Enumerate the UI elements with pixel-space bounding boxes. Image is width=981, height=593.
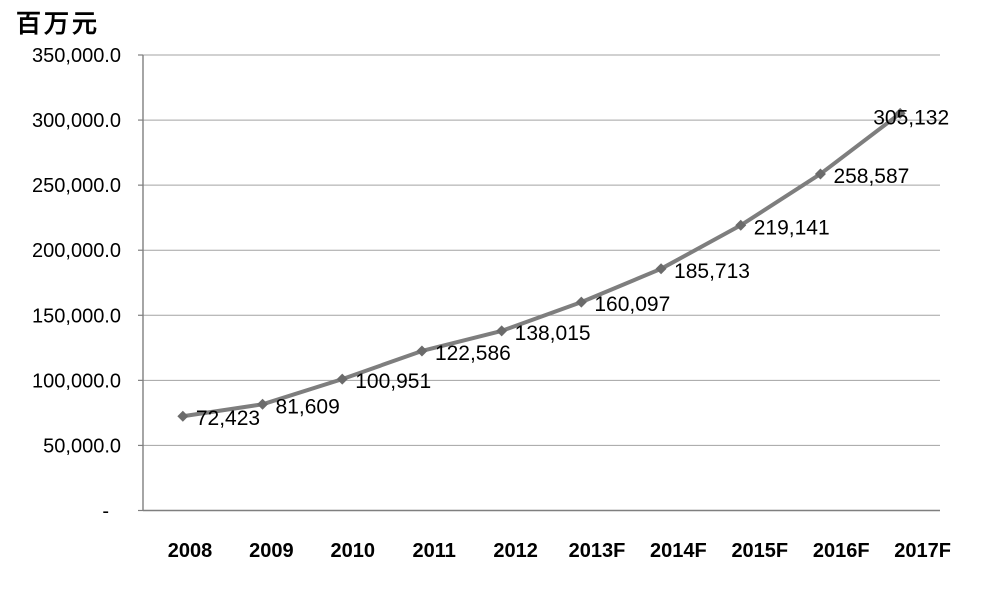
data-point-marker	[575, 296, 587, 308]
x-axis-tick-label: 2010	[331, 540, 376, 562]
series-line	[180, 111, 903, 419]
data-label: 305,132	[873, 106, 949, 129]
y-axis-tick-label: 150,000.0	[32, 305, 121, 327]
data-point-marker	[655, 263, 667, 275]
data-point-marker	[416, 345, 428, 357]
x-axis-tick-label: 2015F	[731, 540, 788, 562]
data-label: 122,586	[435, 342, 511, 365]
data-label: 160,097	[594, 293, 670, 316]
data-label: 258,587	[833, 165, 909, 188]
data-label: 81,609	[276, 395, 340, 418]
data-point-marker	[496, 325, 508, 337]
data-label: 72,423	[196, 407, 260, 430]
y-axis-tick-label: -	[102, 501, 109, 523]
y-axis-tick-label: 350,000.0	[32, 45, 121, 67]
y-axis-tick-label: 250,000.0	[32, 175, 121, 197]
y-axis-unit-label: 百万元	[16, 11, 101, 38]
x-axis-tick-label: 2016F	[813, 540, 870, 562]
data-label: 219,141	[754, 216, 830, 239]
x-axis-tick-label: 2008	[168, 540, 213, 562]
y-axis-tick-label: 100,000.0	[32, 370, 121, 392]
y-axis-tick-label: 50,000.0	[43, 435, 121, 457]
x-axis-tick-label: 2009	[249, 540, 294, 562]
x-axis-tick-label: 2011	[413, 540, 456, 562]
y-axis-tick-label: 200,000.0	[32, 240, 121, 262]
x-axis-tick-label: 2012	[493, 540, 538, 562]
data-point-marker	[894, 107, 906, 119]
x-axis-tick-label: 2017F	[894, 540, 951, 562]
data-point-marker	[735, 219, 747, 231]
x-axis-tick-label: 2013F	[569, 540, 626, 562]
data-point-marker	[257, 398, 269, 410]
data-point-marker	[177, 410, 189, 422]
data-label: 185,713	[674, 260, 750, 283]
data-point-marker	[814, 168, 826, 180]
data-point-marker	[336, 373, 348, 385]
x-axis-tick-label: 2014F	[650, 540, 707, 562]
data-label: 138,015	[515, 322, 591, 345]
y-axis-tick-label: 300,000.0	[32, 110, 121, 132]
data-label: 100,951	[355, 370, 431, 393]
